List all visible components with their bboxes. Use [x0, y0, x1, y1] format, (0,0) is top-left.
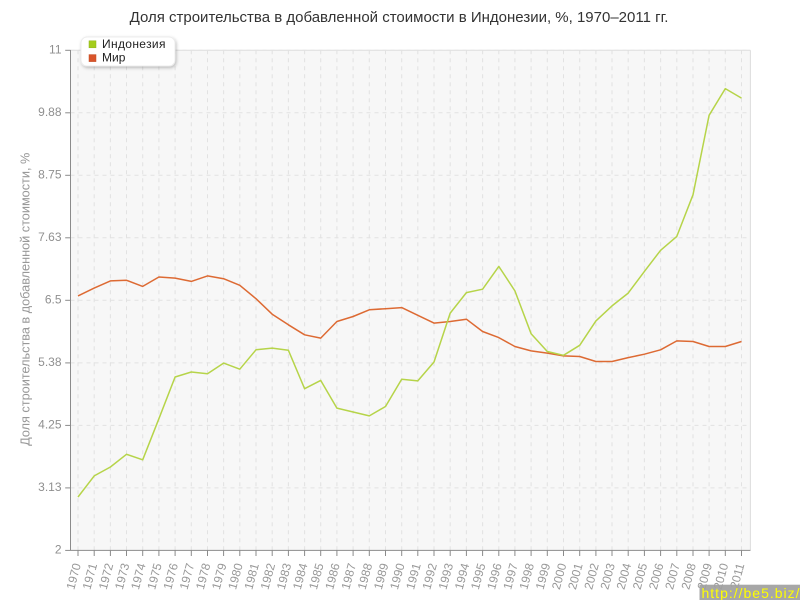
svg-text:8.75: 8.75: [38, 167, 62, 181]
svg-text:1986: 1986: [322, 561, 343, 591]
svg-text:2007: 2007: [662, 561, 683, 591]
svg-text:1999: 1999: [533, 561, 554, 591]
svg-text:2003: 2003: [597, 561, 618, 591]
svg-text:1988: 1988: [355, 561, 376, 591]
svg-text:2008: 2008: [678, 561, 699, 591]
svg-text:1991: 1991: [403, 561, 424, 591]
svg-text:6.5: 6.5: [45, 292, 62, 306]
svg-text:2010: 2010: [711, 561, 732, 591]
svg-text:1975: 1975: [144, 561, 165, 591]
svg-text:2004: 2004: [614, 561, 635, 591]
svg-text:1989: 1989: [371, 561, 392, 591]
svg-text:4.25: 4.25: [38, 417, 62, 431]
svg-text:1971: 1971: [80, 561, 101, 591]
svg-text:1980: 1980: [225, 561, 246, 591]
svg-text:1977: 1977: [177, 561, 198, 591]
svg-text:1970: 1970: [63, 561, 84, 591]
svg-text:1985: 1985: [306, 561, 327, 591]
svg-text:1995: 1995: [468, 561, 489, 591]
svg-text:Мир: Мир: [102, 50, 126, 64]
svg-text:2: 2: [55, 542, 62, 556]
svg-text:1990: 1990: [387, 561, 408, 591]
svg-text:1984: 1984: [290, 561, 311, 591]
svg-text:1974: 1974: [128, 561, 149, 591]
svg-text:1998: 1998: [517, 561, 538, 591]
svg-text:5.38: 5.38: [38, 355, 62, 369]
svg-text:11: 11: [49, 42, 62, 56]
svg-text:2009: 2009: [695, 561, 716, 591]
svg-text:3.13: 3.13: [38, 480, 62, 494]
svg-text:2000: 2000: [549, 561, 570, 591]
svg-text:1979: 1979: [209, 561, 230, 591]
svg-text:7.63: 7.63: [38, 230, 62, 244]
svg-text:1987: 1987: [339, 561, 360, 591]
svg-text:1993: 1993: [436, 561, 457, 591]
svg-text:2001: 2001: [565, 561, 586, 591]
svg-text:1978: 1978: [193, 561, 214, 591]
svg-text:Доля строительства в добавленн: Доля строительства в добавленной стоимос…: [130, 9, 669, 26]
svg-text:Индонезия: Индонезия: [102, 37, 166, 51]
svg-text:1994: 1994: [452, 561, 473, 591]
svg-text:1976: 1976: [161, 561, 182, 591]
svg-text:http://be5.biz/: http://be5.biz/: [702, 585, 800, 600]
svg-text:1981: 1981: [241, 561, 262, 591]
svg-text:9.88: 9.88: [38, 105, 62, 119]
svg-text:1983: 1983: [274, 561, 295, 591]
svg-text:2002: 2002: [581, 561, 602, 591]
svg-text:1996: 1996: [484, 561, 505, 591]
svg-text:1973: 1973: [112, 561, 133, 591]
svg-text:1992: 1992: [419, 561, 440, 591]
svg-text:1997: 1997: [500, 561, 521, 591]
svg-text:2005: 2005: [630, 561, 651, 591]
svg-text:1972: 1972: [96, 561, 117, 591]
svg-text:2006: 2006: [646, 561, 667, 591]
svg-text:2011: 2011: [727, 561, 747, 590]
svg-text:Доля строительства в добавленн: Доля строительства в добавленной стоимос…: [19, 153, 33, 446]
svg-text:1982: 1982: [258, 561, 279, 591]
